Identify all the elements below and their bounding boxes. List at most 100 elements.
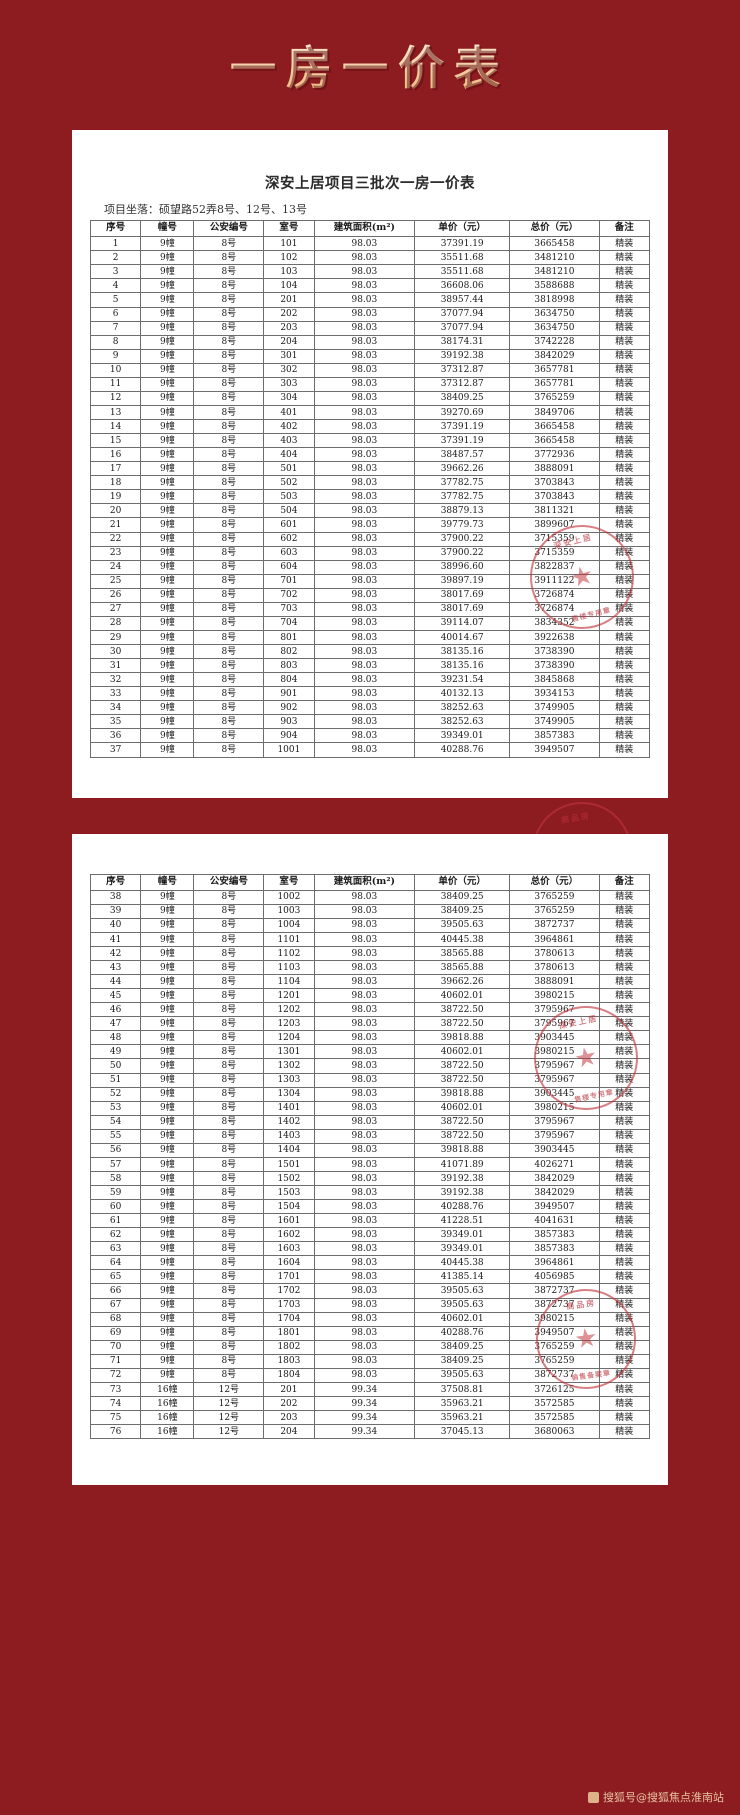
cell-total-price: 3795967: [509, 1002, 600, 1018]
cell-total-price: 3903445: [509, 1142, 600, 1158]
cell-remark: 精装: [598, 974, 651, 990]
cell-room-no: 504: [263, 503, 315, 519]
cell-remark: 精装: [598, 615, 651, 631]
cell-area: 99.34: [313, 1410, 416, 1426]
cell-index: 17: [89, 461, 142, 477]
column-header-police-no: 公安编号: [193, 873, 265, 891]
cell-index: 27: [89, 601, 142, 617]
cell-room-no: 903: [263, 714, 315, 730]
table-row: 1 9幢 8号 101 98.03 37391.19 3665458 精装: [89, 236, 651, 252]
table-header-row: 序号 幢号 公安编号 室号 建筑面积(m²) 单价（元） 总价（元） 备注: [89, 873, 651, 891]
cell-index: 49: [89, 1044, 142, 1060]
cell-total-price: 3949507: [509, 1199, 600, 1215]
cell-room-no: 1804: [263, 1367, 315, 1383]
cell-police-no: 8号: [193, 1100, 265, 1116]
cell-unit-price: 38722.50: [414, 1114, 511, 1130]
cell-building: 16幢: [140, 1381, 195, 1397]
cell-index: 76: [89, 1424, 142, 1440]
cell-room-no: 1501: [263, 1156, 315, 1172]
cell-police-no: 8号: [193, 1156, 265, 1172]
table-row: 34 9幢 8号 902 98.03 38252.63 3749905 精装: [89, 700, 651, 716]
cell-police-no: 8号: [193, 348, 265, 364]
cell-area: 98.03: [313, 686, 416, 702]
cell-total-price: 3795967: [509, 1128, 600, 1144]
cell-total-price: 3481210: [509, 264, 600, 280]
cell-area: 98.03: [313, 1255, 416, 1271]
cell-remark: 精装: [598, 264, 651, 280]
table-row: 16 9幢 8号 404 98.03 38487.57 3772936 精装: [89, 447, 651, 463]
cell-building: 9幢: [140, 917, 195, 933]
cell-unit-price: 38487.57: [414, 447, 511, 463]
cell-area: 98.03: [313, 447, 416, 463]
cell-police-no: 8号: [193, 1283, 265, 1299]
cell-police-no: 8号: [193, 306, 265, 322]
cell-room-no: 703: [263, 601, 315, 617]
cell-area: 98.03: [313, 1367, 416, 1383]
cell-total-price: 3872737: [509, 1367, 600, 1383]
cell-remark: 精装: [598, 1339, 651, 1355]
cell-area: 98.03: [313, 742, 416, 758]
cell-unit-price: 40602.01: [414, 988, 511, 1004]
cell-building: 16幢: [140, 1410, 195, 1426]
cell-area: 98.03: [313, 1100, 416, 1116]
cell-remark: 精装: [598, 376, 651, 392]
cell-building: 9幢: [140, 236, 195, 252]
cell-police-no: 8号: [193, 587, 265, 603]
cell-remark: 精装: [598, 728, 651, 744]
cell-police-no: 8号: [193, 1086, 265, 1102]
table-row: 57 9幢 8号 1501 98.03 41071.89 4026271 精装: [89, 1156, 651, 1172]
cell-unit-price: 40602.01: [414, 1100, 511, 1116]
cell-remark: 精装: [598, 658, 651, 674]
cell-index: 32: [89, 672, 142, 688]
cell-remark: 精装: [598, 1227, 651, 1243]
cell-unit-price: 38252.63: [414, 700, 511, 716]
cell-unit-price: 37045.13: [414, 1424, 511, 1440]
cell-total-price: 3765259: [509, 390, 600, 406]
cell-police-no: 8号: [193, 1072, 265, 1088]
cell-room-no: 801: [263, 629, 315, 646]
cell-total-price: 3749905: [509, 714, 600, 730]
cell-police-no: 8号: [193, 1255, 265, 1271]
cell-total-price: 3765259: [509, 1353, 600, 1369]
cell-unit-price: 40445.38: [414, 1255, 511, 1271]
cell-building: 9幢: [140, 1086, 195, 1102]
table-row: 47 9幢 8号 1203 98.03 38722.50 3795967 精装: [89, 1016, 651, 1032]
document-address: 项目坐落：硕望路52弄8号、12号、13号: [104, 203, 307, 216]
cell-room-no: 1202: [263, 1002, 315, 1018]
cell-index: 62: [89, 1227, 142, 1243]
cell-area: 98.03: [313, 559, 416, 575]
cell-building: 9幢: [140, 404, 195, 421]
cell-total-price: 3980215: [509, 1100, 600, 1116]
cell-index: 64: [89, 1255, 142, 1271]
cell-total-price: 3726874: [509, 601, 600, 617]
table-row: 62 9幢 8号 1602 98.03 39349.01 3857383 精装: [89, 1227, 651, 1243]
cell-total-price: 4056985: [509, 1269, 600, 1285]
cell-total-price: 3934153: [509, 686, 600, 702]
cell-building: 9幢: [140, 1016, 195, 1032]
cell-total-price: 3842029: [509, 1170, 600, 1187]
cell-room-no: 202: [263, 1395, 315, 1412]
table-row: 27 9幢 8号 703 98.03 38017.69 3726874 精装: [89, 601, 651, 617]
cell-remark: 精装: [598, 348, 651, 364]
cell-area: 98.03: [313, 264, 416, 280]
cell-unit-price: 39662.26: [414, 461, 511, 477]
seal-top-text: 商品房: [560, 810, 592, 826]
table-row: 46 9幢 8号 1202 98.03 38722.50 3795967 精装: [89, 1002, 651, 1018]
cell-total-price: 3726874: [509, 587, 600, 603]
cell-area: 98.03: [313, 931, 416, 947]
cell-building: 9幢: [140, 475, 195, 491]
cell-index: 48: [89, 1030, 142, 1046]
cell-total-price: 3765259: [509, 1339, 600, 1355]
cell-building: 9幢: [140, 1199, 195, 1215]
cell-room-no: 604: [263, 559, 315, 575]
cell-unit-price: 39231.54: [414, 672, 511, 688]
cell-room-no: 1802: [263, 1339, 315, 1355]
table-row: 42 9幢 8号 1102 98.03 38565.88 3780613 精装: [89, 945, 651, 962]
cell-index: 36: [89, 728, 142, 744]
cell-index: 53: [89, 1100, 142, 1116]
cell-room-no: 103: [263, 264, 315, 280]
cell-unit-price: 36608.06: [414, 278, 511, 294]
cell-room-no: 902: [263, 700, 315, 716]
cell-remark: 精装: [598, 714, 651, 730]
cell-area: 98.03: [313, 629, 416, 646]
